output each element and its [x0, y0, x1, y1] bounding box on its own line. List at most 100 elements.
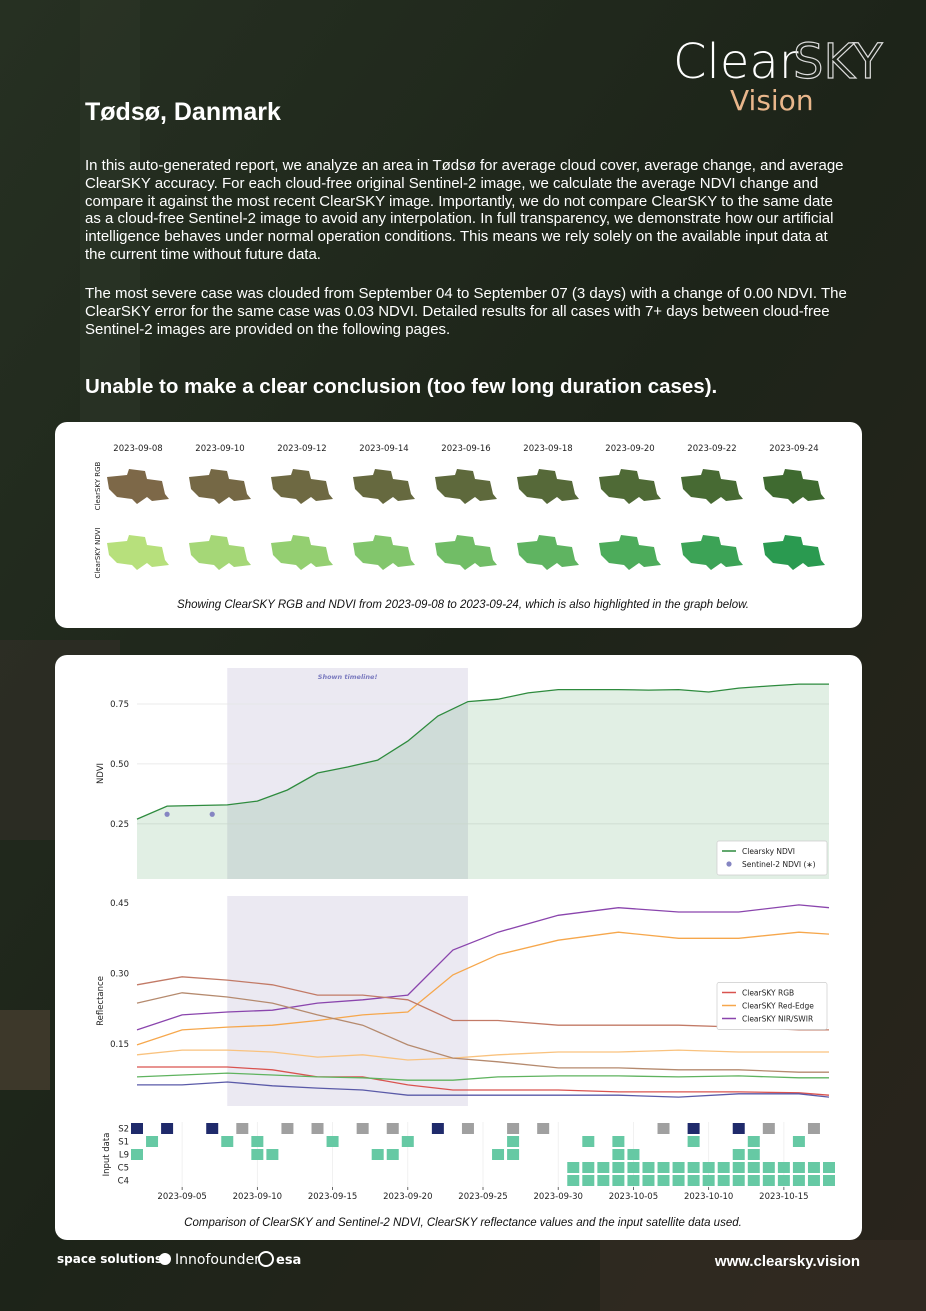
thumbnail-date: 2023-09-12 — [277, 444, 326, 454]
x-tick-label: 2023-09-15 — [308, 1192, 357, 1202]
input-tile — [371, 1149, 384, 1160]
line — [136, 904, 830, 1031]
row-label: L9 — [119, 1151, 129, 1161]
input-tile — [792, 1136, 805, 1147]
input-tile — [777, 1162, 790, 1173]
input-tile — [507, 1136, 520, 1147]
input-tile — [567, 1162, 580, 1173]
input-tile — [161, 1123, 174, 1134]
paragraph: In this auto-generated report, we analyz… — [85, 157, 844, 263]
input-tile — [627, 1175, 640, 1186]
input-tile — [687, 1162, 700, 1173]
y-axis-label: Reflectance — [96, 976, 106, 1026]
input-tile — [642, 1162, 655, 1173]
row-label: C4 — [118, 1177, 129, 1187]
input-tile — [537, 1123, 550, 1134]
x-tick-label: 2023-09-20 — [383, 1192, 432, 1202]
input-tile — [762, 1123, 775, 1134]
input-tile — [807, 1162, 820, 1173]
input-tile — [582, 1175, 595, 1186]
input-tile — [311, 1123, 324, 1134]
line — [137, 1066, 830, 1096]
input-tile — [792, 1162, 805, 1173]
line — [137, 1081, 830, 1098]
highlight-span — [227, 668, 468, 879]
input-tile — [687, 1123, 700, 1134]
row-label: S1 — [118, 1138, 129, 1148]
input-tile — [251, 1136, 264, 1147]
y-axis-label: NDVI — [96, 763, 106, 784]
row-label: S2 — [118, 1125, 129, 1135]
bg-field — [600, 1240, 926, 1311]
input-tile — [582, 1136, 595, 1147]
input-tile — [732, 1175, 745, 1186]
conclusion: Unable to make a clear conclusion (too f… — [85, 375, 718, 398]
annotation: Shown timeline! — [318, 673, 378, 681]
input-tile — [131, 1123, 143, 1134]
input-tile — [612, 1162, 625, 1173]
partner-icon — [159, 1253, 171, 1265]
x-tick-label: 2023-10-15 — [759, 1192, 808, 1202]
logo-sky: SKY — [793, 34, 883, 90]
input-tile — [717, 1162, 730, 1173]
figure-caption: Showing ClearSKY RGB and NDVI from 2023-… — [177, 599, 749, 611]
thumbnail-grid: ClearSKY RGB ClearSKY NDVI 2023-09-08 2023-… — [94, 444, 825, 578]
input-tile — [732, 1162, 745, 1173]
thumbnail-date: 2023-09-08 — [113, 444, 162, 454]
line — [136, 1072, 829, 1081]
thumbnail-date: 2023-09-24 — [769, 444, 818, 454]
x-tick-label: 2023-09-30 — [534, 1192, 583, 1202]
input-tile — [657, 1162, 670, 1173]
input-tile — [657, 1175, 670, 1186]
y-tick-label: 0.15 — [110, 1040, 129, 1050]
input-tile — [356, 1123, 369, 1134]
input-tile — [747, 1136, 760, 1147]
legend-box — [716, 982, 828, 1030]
input-tile — [702, 1162, 715, 1173]
legend-label: ClearSKY Red-Edge — [742, 1002, 814, 1011]
x-tick-label: 2023-09-05 — [157, 1192, 206, 1202]
input-tile — [326, 1136, 339, 1147]
input-tile — [492, 1149, 505, 1160]
input-tile — [807, 1123, 820, 1134]
input-tile — [807, 1175, 820, 1186]
input-tile — [251, 1149, 264, 1160]
input-tile — [762, 1162, 775, 1173]
input-tile — [672, 1162, 685, 1173]
input-tile — [266, 1149, 279, 1160]
input-tile — [747, 1149, 760, 1160]
input-tile — [642, 1175, 655, 1186]
input-tile — [131, 1149, 143, 1160]
input-tile — [732, 1123, 745, 1134]
x-tick-label: 2023-09-10 — [233, 1192, 282, 1202]
input-tile — [206, 1123, 219, 1134]
footer-url: www.clearsky.vision — [714, 1253, 860, 1270]
input-tile — [401, 1136, 414, 1147]
legend-label: Sentinel-2 NDVI (∗) — [742, 860, 816, 869]
input-tile — [823, 1175, 835, 1186]
data-point — [164, 811, 170, 817]
charts: Shown timeline! 0.25 0.50 0.75 NDVI Clearsky … — [96, 668, 835, 1202]
legend-box — [716, 840, 828, 876]
thumbnail-date: 2023-09-10 — [195, 444, 244, 454]
input-tile — [687, 1136, 700, 1147]
row-label: ClearSKY NDVI — [94, 528, 102, 579]
legend-label: ClearSKY RGB — [742, 989, 794, 998]
input-tile — [732, 1149, 745, 1160]
data-point — [209, 811, 215, 817]
y-tick-label: 0.50 — [110, 760, 129, 770]
input-tile — [582, 1162, 595, 1173]
legend-label: ClearSKY NIR/SWIR — [742, 1015, 813, 1024]
thumbnail-date: 2023-09-20 — [605, 444, 654, 454]
thumbnail-date: 2023-09-22 — [687, 444, 736, 454]
input-tile — [612, 1149, 625, 1160]
report-title: Tødsø, Danmark — [85, 98, 281, 126]
y-tick-label: 0.45 — [110, 899, 129, 909]
input-tile — [507, 1123, 520, 1134]
input-tile — [717, 1175, 730, 1186]
input-tile — [281, 1123, 294, 1134]
row-label: ClearSKY RGB — [94, 461, 102, 510]
input-tile — [657, 1123, 670, 1134]
figure-caption: Comparison of ClearSKY and Sentinel-2 ND… — [184, 1217, 742, 1229]
